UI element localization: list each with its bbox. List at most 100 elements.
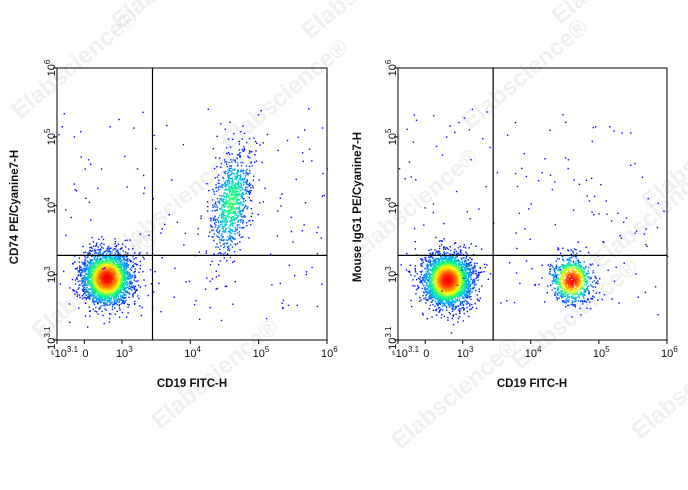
data-point — [86, 286, 88, 289]
data-point — [419, 281, 421, 283]
data-point — [467, 276, 470, 279]
data-point — [469, 271, 471, 273]
data-point — [96, 272, 99, 274]
data-point — [216, 229, 218, 231]
data-point — [127, 292, 129, 294]
data-point — [456, 299, 458, 301]
data-point — [226, 260, 228, 262]
data-point — [239, 186, 242, 188]
data-point — [432, 263, 435, 265]
data-point — [462, 257, 464, 259]
data-point — [128, 278, 130, 281]
data-point — [90, 163, 92, 165]
data-point — [125, 281, 128, 283]
data-point — [102, 314, 104, 317]
data-point — [229, 189, 231, 192]
data-point — [246, 221, 248, 224]
data-point — [92, 287, 95, 289]
data-point — [447, 257, 449, 259]
data-point — [435, 295, 437, 297]
data-point — [107, 293, 109, 295]
data-point — [280, 205, 282, 207]
data-point — [230, 205, 232, 208]
data-point — [243, 148, 246, 150]
data-point — [230, 206, 233, 209]
data-point — [230, 208, 232, 210]
data-point — [452, 314, 454, 316]
data-point — [430, 295, 433, 297]
data-point — [224, 210, 226, 212]
data-point — [472, 268, 474, 270]
data-point — [233, 230, 236, 233]
data-point — [74, 261, 76, 263]
data-point — [296, 304, 298, 307]
data-point — [97, 301, 99, 303]
data-point — [126, 271, 129, 273]
data-point — [132, 294, 134, 297]
data-point — [246, 141, 248, 144]
data-point — [125, 262, 128, 264]
data-point — [106, 279, 108, 282]
data-point — [226, 215, 229, 218]
data-point — [449, 257, 451, 259]
data-point — [139, 260, 141, 263]
data-point — [218, 225, 220, 227]
data-point — [91, 287, 93, 289]
data-point — [238, 198, 240, 200]
data-point — [435, 261, 438, 263]
data-point — [228, 181, 231, 184]
data-point — [466, 267, 468, 270]
data-point — [111, 284, 114, 286]
x-ticks-left: -103.1 0 103 104 105 106 — [51, 340, 338, 360]
data-point — [83, 296, 85, 299]
data-point — [101, 267, 103, 269]
data-point — [232, 206, 234, 208]
data-point — [115, 255, 117, 257]
data-point — [73, 255, 76, 257]
data-point — [468, 297, 471, 299]
data-point — [248, 220, 250, 222]
data-point — [424, 279, 426, 281]
data-point — [215, 187, 217, 189]
data-point — [72, 263, 74, 265]
data-point — [118, 259, 121, 261]
data-point — [237, 211, 239, 214]
data-point — [118, 286, 121, 289]
data-point — [240, 165, 243, 167]
data-point — [426, 284, 428, 286]
data-point — [473, 286, 475, 288]
data-point — [98, 264, 100, 266]
data-point — [81, 278, 83, 280]
data-point — [77, 270, 79, 272]
data-point — [83, 292, 85, 295]
data-point — [316, 305, 319, 308]
data-point — [109, 258, 112, 261]
data-point — [424, 287, 427, 289]
data-point — [472, 266, 475, 269]
data-point — [227, 253, 229, 255]
data-point — [98, 290, 101, 292]
data-point — [125, 269, 127, 272]
data-point — [434, 298, 436, 300]
data-point — [79, 267, 81, 269]
data-point — [94, 250, 96, 252]
data-point — [441, 303, 443, 305]
data-point — [230, 194, 232, 196]
data-point — [122, 265, 125, 267]
data-point — [228, 177, 230, 180]
data-point — [103, 289, 106, 292]
data-point — [102, 291, 105, 293]
data-point — [232, 237, 234, 239]
data-point — [464, 267, 466, 269]
data-point — [246, 207, 248, 210]
data-point — [116, 245, 118, 247]
data-point — [240, 236, 242, 239]
plot-frame-left — [56, 67, 328, 341]
data-point — [218, 179, 220, 182]
data-point — [126, 278, 128, 281]
data-point — [125, 271, 127, 274]
data-point — [114, 303, 116, 305]
data-point — [317, 226, 319, 229]
data-point — [443, 253, 446, 255]
data-point — [237, 219, 239, 222]
